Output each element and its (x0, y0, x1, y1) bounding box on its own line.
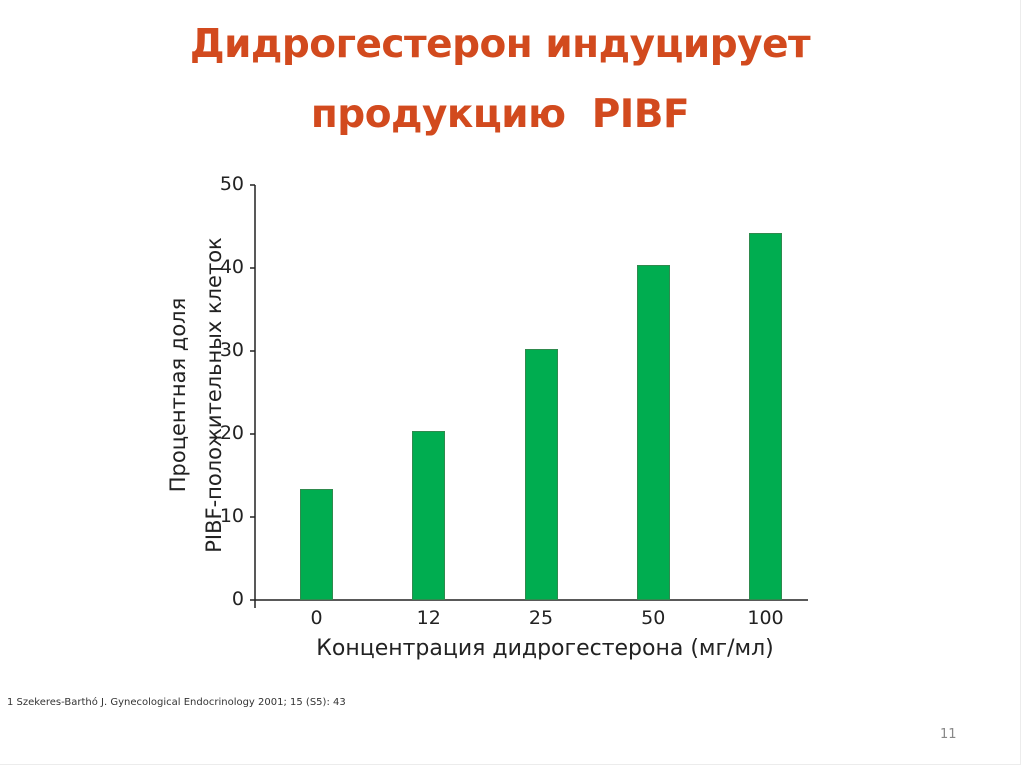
title-line-2: продукцию PIBF (310, 92, 690, 137)
x-tick-label: 25 (528, 607, 554, 629)
y-tick-label: 10 (219, 505, 244, 527)
x-tick-label: 50 (641, 607, 666, 629)
page-number: 11 (940, 727, 957, 742)
y-tick-label: 30 (219, 339, 244, 361)
y-axis-title-line-1: Процентная доля (166, 297, 190, 493)
y-tick-label: 20 (219, 422, 244, 444)
y-tick-label: 50 (219, 173, 244, 195)
bar-12 (412, 430, 446, 600)
citation: 1 Szekeres-Barthó J. Gynecological Endoc… (7, 697, 346, 708)
y-axis-ticks (250, 184, 255, 601)
bar-50 (636, 264, 670, 600)
y-tick-label: 40 (219, 256, 244, 278)
x-tick-label: 0 (310, 607, 323, 629)
y-tick-label: 0 (231, 588, 244, 610)
x-axis-title: Концентрация дидрогестерона (мг/мл) (316, 636, 774, 661)
x-tick-label: 100 (747, 607, 784, 629)
x-tick-label: 12 (416, 607, 441, 629)
bar-25 (524, 349, 558, 600)
slide-title: Дидрогестерон индуцирует продукцию PIBF (140, 10, 860, 150)
bar-0 (300, 488, 333, 600)
bar-100 (749, 233, 782, 600)
title-line-1: Дидрогестерон индуцирует (189, 22, 811, 67)
